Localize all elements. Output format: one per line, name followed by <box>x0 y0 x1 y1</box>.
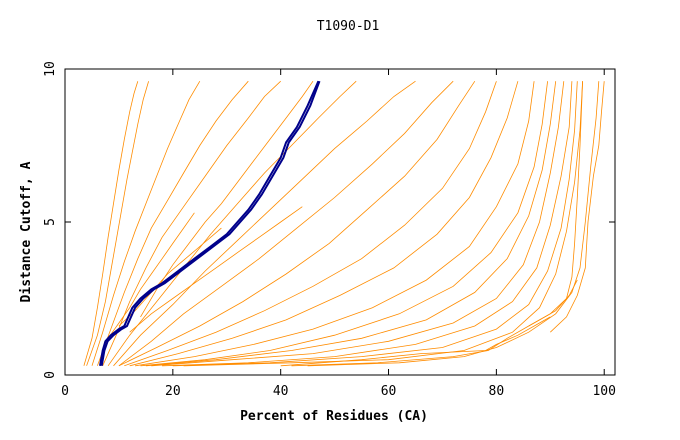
series-line-4 <box>102 80 281 366</box>
series-line-3 <box>97 80 249 366</box>
series-line-8 <box>118 80 476 367</box>
x-tick-label-80: 80 <box>489 384 505 399</box>
series-line-0 <box>83 81 139 366</box>
series-line-16 <box>172 81 578 367</box>
x-tick-label-40: 40 <box>273 384 289 399</box>
series-line-24 <box>107 212 195 339</box>
series-line-7 <box>118 80 454 367</box>
y-tick-label-0: 0 <box>43 371 58 379</box>
series-line-26 <box>140 80 314 318</box>
highlight-series-line <box>100 80 321 366</box>
chart-title: T1090-D1 <box>317 19 380 34</box>
series-line-11 <box>135 81 535 367</box>
y-axis-label: Distance Cutoff, A <box>19 161 34 302</box>
y-tick-label-5: 5 <box>43 218 58 226</box>
series-line-23 <box>118 227 222 327</box>
series-line-2 <box>91 80 201 366</box>
x-tick-label-0: 0 <box>61 384 69 399</box>
series-line-13 <box>145 81 557 367</box>
series-line-14 <box>151 81 565 367</box>
x-tick-label-60: 60 <box>381 384 397 399</box>
highlight-series-line <box>99 80 320 366</box>
series-line-5 <box>107 80 357 367</box>
series-line-15 <box>162 81 573 367</box>
x-tick-label-100: 100 <box>592 384 615 399</box>
series-line-9 <box>124 81 497 367</box>
series-layer <box>83 80 605 367</box>
series-line-12 <box>140 81 548 367</box>
series-line-20 <box>307 81 600 367</box>
y-tick-label-10: 10 <box>43 61 58 77</box>
series-line-21 <box>528 81 583 327</box>
axis-ticks: 0 20 40 60 80 100 0 5 10 <box>43 61 616 399</box>
series-line-6 <box>113 80 416 367</box>
x-tick-label-20: 20 <box>165 384 181 399</box>
series-line-17 <box>183 81 583 367</box>
series-line-22 <box>550 81 605 333</box>
series-line-18 <box>280 316 551 367</box>
series-line-10 <box>129 81 519 367</box>
series-line-1 <box>86 81 149 366</box>
x-axis-label: Percent of Residues (CA) <box>240 409 428 424</box>
series-line-25 <box>129 206 303 333</box>
